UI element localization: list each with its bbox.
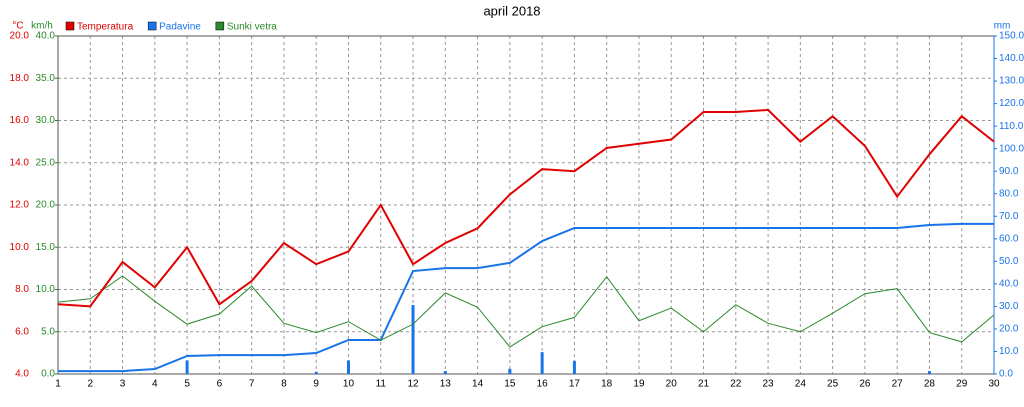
- x-tick-label: 4: [152, 379, 158, 390]
- precip-bar: [346, 360, 350, 374]
- y3-tick-label: 30.0: [999, 301, 1019, 312]
- y2-unit: km/h: [31, 21, 53, 32]
- x-tick-label: 24: [795, 379, 807, 390]
- y3-tick-label: 80.0: [999, 188, 1019, 199]
- y3-unit: mm: [994, 21, 1011, 32]
- legend-label: Sunki vetra: [227, 22, 277, 33]
- x-tick-label: 5: [184, 379, 190, 390]
- x-tick-label: 20: [666, 379, 678, 390]
- y3-tick-label: 0.0: [999, 369, 1013, 380]
- precip-bar: [927, 371, 931, 374]
- x-tick-label: 26: [859, 379, 871, 390]
- x-tick-label: 17: [569, 379, 581, 390]
- x-tick-label: 7: [249, 379, 255, 390]
- y3-tick-label: 20.0: [999, 324, 1019, 335]
- series-line: [57, 108, 995, 308]
- y3-tick-label: 60.0: [999, 233, 1019, 244]
- precip-bar: [540, 352, 544, 374]
- y3-tick-label: 150.0: [999, 31, 1024, 42]
- x-tick-label: 10: [343, 379, 355, 390]
- precip-bar: [314, 371, 318, 374]
- y2-tick-label: 30.0: [36, 115, 56, 126]
- x-tick-label: 11: [376, 379, 387, 390]
- legend-label: Temperatura: [77, 22, 134, 33]
- x-tick-label: 12: [407, 379, 419, 390]
- x-tick-label: 2: [87, 379, 93, 390]
- legend-swatch: [65, 21, 75, 31]
- y3-tick-label: 90.0: [999, 166, 1019, 177]
- precip-bar: [185, 360, 189, 374]
- y2-tick-label: 10.0: [36, 284, 56, 295]
- legend-swatch: [215, 21, 225, 31]
- y3-tick-label: 10.0: [999, 346, 1019, 357]
- x-tick-label: 16: [537, 379, 549, 390]
- x-tick-label: 27: [892, 379, 904, 390]
- y2-tick-label: 40.0: [36, 31, 56, 42]
- x-tick-label: 9: [313, 379, 319, 390]
- x-tick-label: 3: [120, 379, 126, 390]
- x-tick-label: 29: [956, 379, 968, 390]
- y-tick-label: 18.0: [10, 73, 30, 84]
- y3-tick-label: 140.0: [999, 53, 1024, 64]
- y2-tick-label: 35.0: [36, 73, 56, 84]
- y-tick-label: 12.0: [10, 200, 30, 211]
- precip-bar: [508, 368, 512, 374]
- x-tick-label: 15: [504, 379, 516, 390]
- x-tick-label: 30: [988, 379, 1000, 390]
- y-tick-label: 8.0: [15, 284, 29, 295]
- y3-tick-label: 50.0: [999, 256, 1019, 267]
- series-line: [57, 275, 995, 348]
- x-tick-label: 28: [924, 379, 936, 390]
- chart-title: april 2018: [483, 3, 540, 18]
- y3-tick-label: 130.0: [999, 76, 1024, 87]
- x-tick-label: 8: [281, 379, 287, 390]
- x-tick-label: 22: [730, 379, 742, 390]
- y2-tick-label: 25.0: [36, 157, 56, 168]
- y3-tick-label: 100.0: [999, 143, 1024, 154]
- y2-tick-label: 0.0: [41, 369, 55, 380]
- y2-tick-label: 15.0: [36, 242, 56, 253]
- series-line: [58, 222, 994, 373]
- x-tick-label: 13: [440, 379, 452, 390]
- x-tick-label: 19: [633, 379, 645, 390]
- y-tick-label: 20.0: [10, 31, 30, 42]
- x-tick-label: 21: [698, 379, 710, 390]
- x-tick-label: 1: [55, 379, 61, 390]
- precip-bar: [411, 305, 415, 374]
- y-tick-label: 6.0: [15, 326, 29, 337]
- x-tick-label: 23: [763, 379, 775, 390]
- x-tick-label: 18: [601, 379, 613, 390]
- legend-label: Padavine: [159, 22, 201, 33]
- y-unit: °C: [12, 21, 23, 32]
- legend-swatch: [147, 21, 157, 31]
- y-tick-label: 4.0: [15, 369, 29, 380]
- y2-tick-label: 20.0: [36, 200, 56, 211]
- y3-tick-label: 110.0: [999, 121, 1024, 132]
- y3-tick-label: 40.0: [999, 279, 1019, 290]
- y-tick-label: 14.0: [10, 157, 30, 168]
- x-tick-label: 14: [472, 379, 484, 390]
- y3-tick-label: 70.0: [999, 211, 1019, 222]
- y3-tick-label: 120.0: [999, 98, 1024, 109]
- x-tick-label: 6: [217, 379, 223, 390]
- x-tick-label: 25: [827, 379, 839, 390]
- precip-bar: [443, 371, 447, 374]
- y2-tick-label: 5.0: [41, 326, 55, 337]
- y-tick-label: 10.0: [10, 242, 30, 253]
- y-tick-label: 16.0: [10, 115, 30, 126]
- precip-bar: [572, 360, 576, 374]
